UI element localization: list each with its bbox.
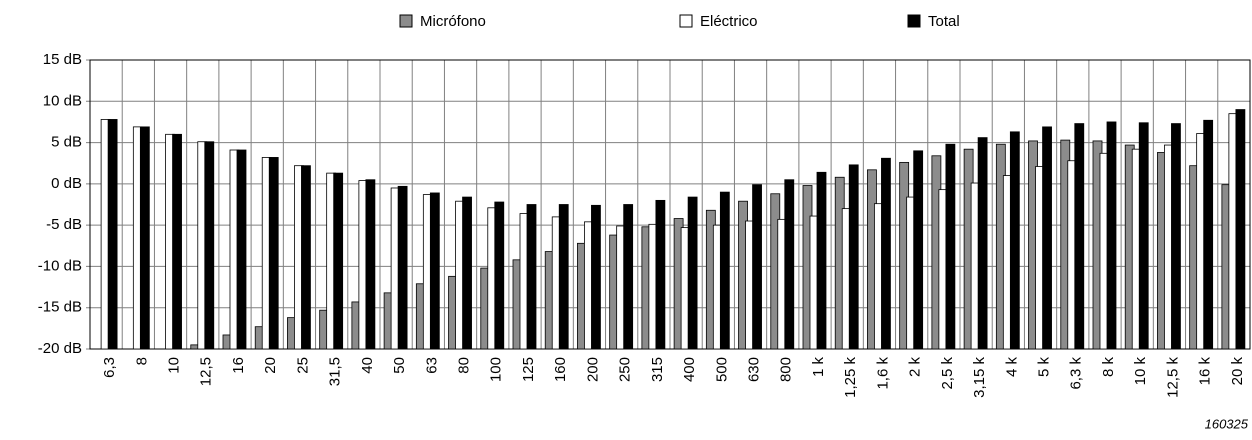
bar — [365, 179, 376, 350]
bar — [526, 204, 537, 350]
x-tick-label: 16 — [230, 357, 247, 374]
x-tick-label: 800 — [778, 357, 795, 382]
x-tick-label: 4 k — [1003, 357, 1020, 378]
x-tick-label: 250 — [617, 357, 634, 382]
x-tick-label: 6,3 — [101, 357, 118, 378]
x-tick-label: 100 — [488, 357, 505, 382]
bar — [397, 185, 408, 350]
x-tick-label: 2,5 k — [939, 357, 956, 390]
x-tick-label: 50 — [391, 357, 408, 374]
bar — [1171, 123, 1181, 350]
bar — [719, 191, 730, 350]
bar — [107, 119, 118, 350]
annotation: 160325 — [1205, 416, 1249, 431]
bar — [1074, 123, 1085, 350]
bar — [268, 157, 279, 350]
x-tick-label: 2 k — [907, 357, 924, 378]
bar — [429, 192, 440, 350]
legend-swatch — [907, 14, 921, 28]
x-tick-label: 31,5 — [327, 357, 344, 386]
x-tick-label: 10 — [166, 357, 183, 374]
y-tick-label: -5 dB — [46, 216, 82, 233]
bar — [172, 133, 182, 350]
x-tick-label: 630 — [746, 357, 763, 382]
bar — [204, 141, 215, 350]
bar — [816, 171, 827, 350]
x-tick-label: 10 k — [1132, 357, 1149, 386]
x-tick-label: 16 k — [1197, 357, 1214, 386]
x-tick-label: 63 — [423, 357, 440, 374]
y-tick-label: 10 dB — [43, 92, 82, 109]
x-tick-label: 1,6 k — [874, 357, 891, 390]
x-tick-label: 20 k — [1229, 357, 1246, 386]
bar — [1235, 109, 1246, 350]
x-tick-label: 1,25 k — [842, 357, 859, 398]
x-tick-label: 40 — [359, 357, 376, 374]
x-tick-label: 500 — [713, 357, 730, 382]
x-tick-label: 20 — [262, 357, 279, 374]
bar — [655, 199, 666, 350]
plot-frame — [89, 59, 1251, 350]
bar — [913, 150, 924, 350]
bar — [301, 165, 311, 350]
bar — [1042, 126, 1052, 350]
legend-label: Micrófono — [420, 13, 486, 30]
bar — [977, 137, 988, 350]
bar — [1106, 121, 1117, 350]
x-tick-label: 315 — [649, 357, 666, 382]
bar — [1203, 119, 1214, 350]
x-tick-label: 200 — [584, 357, 601, 382]
bar — [784, 179, 795, 350]
x-tick-label: 6,3 k — [1068, 357, 1085, 390]
x-tick-label: 12,5 k — [1164, 357, 1181, 398]
x-tick-label: 160 — [552, 357, 569, 382]
y-tick-label: 5 dB — [51, 134, 82, 151]
x-tick-label: 12,5 — [198, 357, 215, 386]
x-tick-label: 3,15 k — [971, 357, 988, 398]
x-tick-label: 25 — [294, 357, 311, 374]
y-tick-label: -20 dB — [38, 340, 82, 357]
x-tick-label: 80 — [456, 357, 473, 374]
bar — [623, 204, 634, 350]
y-tick-label: 0 dB — [51, 175, 82, 192]
bar — [462, 196, 472, 350]
legend-label: Total — [928, 13, 960, 30]
x-tick-label: 8 k — [1100, 357, 1117, 378]
bar — [881, 157, 891, 350]
bar — [848, 164, 859, 350]
legend-label: Eléctrico — [700, 13, 758, 30]
y-tick-label: 15 dB — [43, 51, 82, 68]
y-tick-label: -10 dB — [38, 257, 82, 274]
bar — [1009, 131, 1020, 350]
bar — [591, 204, 601, 350]
bar — [139, 126, 150, 350]
legend-swatch — [399, 14, 413, 28]
bar — [333, 172, 344, 350]
bar — [945, 143, 956, 350]
x-tick-label: 8 — [133, 357, 150, 365]
bar — [752, 184, 762, 350]
bar — [494, 201, 505, 350]
legend-swatch — [679, 14, 693, 28]
x-tick-label: 1 k — [810, 357, 827, 378]
x-tick-label: 125 — [520, 357, 537, 382]
bar — [558, 204, 569, 350]
x-tick-label: 5 k — [1036, 357, 1053, 378]
bar — [1138, 122, 1149, 350]
y-tick-label: -15 dB — [38, 299, 82, 316]
bar — [687, 196, 698, 350]
bar — [236, 149, 247, 350]
x-tick-label: 400 — [681, 357, 698, 382]
